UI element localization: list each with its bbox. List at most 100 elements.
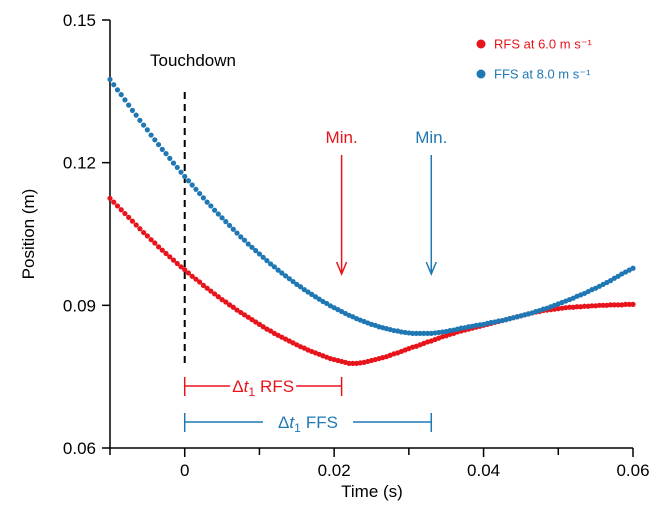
rfs-data-point <box>219 297 225 303</box>
rfs-data-point <box>611 302 617 308</box>
ffs-data-point <box>163 151 169 157</box>
ffs-data-point <box>413 330 419 336</box>
rfs-data-point <box>230 304 236 310</box>
rfs-data-point <box>197 279 203 285</box>
ffs-data-point <box>141 122 147 128</box>
ffs-data-point <box>193 186 199 192</box>
x-tick-label: 0.04 <box>467 461 500 480</box>
ffs-data-point <box>256 251 263 257</box>
rfs-data-point <box>600 302 606 308</box>
y-ticks: 0.06 0.09 0.12 0.15 <box>63 11 110 458</box>
ffs-data-point <box>118 92 124 98</box>
y-tick-label: 0.12 <box>63 154 96 173</box>
rfs-data-point <box>204 285 210 291</box>
rfs-data-point <box>256 321 263 327</box>
ffs-min-arrow-head <box>425 261 437 276</box>
ffs-interval-label: Δt1 FFS <box>278 413 338 435</box>
ffs-data-point <box>324 300 330 307</box>
ffs-data-point <box>238 234 244 240</box>
ffs-data-point <box>212 207 218 213</box>
rfs-data-point <box>163 250 169 257</box>
ffs-data-point <box>208 203 214 209</box>
rfs-data-point <box>141 229 147 236</box>
rfs-data-point <box>574 304 580 310</box>
x-tick-label: 0.02 <box>318 461 351 480</box>
rfs-data-point <box>566 304 573 310</box>
ffs-data-point <box>607 278 614 284</box>
rfs-data-point <box>170 257 177 263</box>
rfs-min-label: Min. <box>326 128 358 147</box>
rfs-data-point <box>129 218 136 224</box>
ffs-data-point <box>144 127 150 133</box>
rfs-data-point <box>249 317 255 323</box>
ffs-data-point <box>290 278 296 285</box>
x-tick-label: 0.06 <box>616 461 649 480</box>
ffs-data-point <box>178 169 184 175</box>
ffs-data-point <box>189 182 195 188</box>
rfs-data-point <box>200 282 206 288</box>
rfs-data-point <box>346 360 352 366</box>
ffs-data-point <box>159 146 165 152</box>
ffs-data-point <box>630 265 636 271</box>
rfs-data-point <box>152 240 158 246</box>
rfs-data-point <box>212 291 218 297</box>
ffs-data-point <box>264 258 270 264</box>
y-tick-label: 0.06 <box>63 439 96 458</box>
rfs-data-point <box>159 247 165 253</box>
ffs-min-label: Min. <box>415 128 447 147</box>
ffs-data-point <box>305 289 311 295</box>
ffs-data-point <box>155 141 162 148</box>
ffs-data-point <box>409 330 416 336</box>
ffs-data-point <box>253 248 259 254</box>
rfs-data-point <box>193 276 199 282</box>
rfs-data-point <box>581 303 588 309</box>
ffs-data-point <box>137 117 143 123</box>
ffs-data-point <box>133 112 139 118</box>
ffs-data-point <box>312 294 319 300</box>
rfs-data-point <box>589 303 595 309</box>
ffs-data-point <box>174 164 180 171</box>
rfs-data-point <box>238 309 244 316</box>
ffs-data-point <box>167 155 173 161</box>
rfs-data-point <box>185 270 192 276</box>
ffs-data-point <box>152 137 158 143</box>
rfs-data-point <box>226 302 233 308</box>
rfs-series-points <box>107 195 636 366</box>
ffs-data-point <box>297 284 304 290</box>
ffs-data-point <box>182 173 188 180</box>
rfs-interval-label: Δt1 RFS <box>232 377 294 399</box>
ffs-data-point <box>316 296 322 302</box>
rfs-data-point <box>268 328 274 334</box>
rfs-data-point <box>111 199 117 205</box>
touchdown-label: Touchdown <box>150 51 236 70</box>
ffs-data-point <box>226 222 233 229</box>
ffs-data-point <box>260 254 266 260</box>
x-ticks: 0 0.02 0.04 0.06 <box>109 448 650 480</box>
ffs-data-point <box>170 160 177 166</box>
y-tick-label: 0.15 <box>63 11 96 30</box>
rfs-data-point <box>107 195 113 201</box>
y-tick-label: 0.09 <box>63 296 96 315</box>
rfs-data-point <box>114 203 121 209</box>
rfs-data-point <box>215 294 221 300</box>
rfs-data-point <box>607 302 614 308</box>
ffs-data-point <box>245 241 251 247</box>
rfs-data-point <box>178 264 184 270</box>
rfs-data-point <box>223 299 229 305</box>
ffs-data-point <box>215 211 221 217</box>
rfs-data-point <box>137 226 143 232</box>
rfs-data-point <box>350 360 356 366</box>
ffs-data-point <box>286 276 292 282</box>
legend-ffs-marker <box>476 69 486 79</box>
rfs-data-point <box>122 210 128 217</box>
ffs-data-point <box>223 219 229 225</box>
ffs-data-point <box>241 237 248 243</box>
ffs-data-point <box>417 330 423 336</box>
ffs-data-point <box>294 281 300 288</box>
ffs-data-point <box>230 226 236 232</box>
rfs-data-point <box>630 301 636 307</box>
rfs-data-point <box>148 237 154 243</box>
rfs-data-point <box>622 301 629 307</box>
rfs-data-point <box>155 244 162 250</box>
